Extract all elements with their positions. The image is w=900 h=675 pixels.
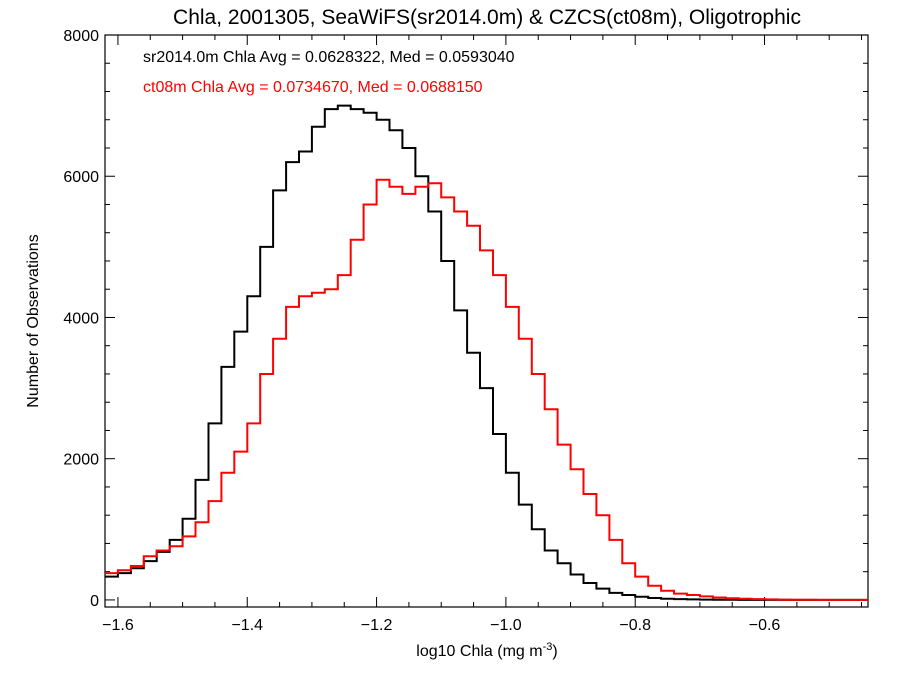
series-line-ct08m bbox=[105, 178, 868, 601]
x-tick-label: −1.4 bbox=[231, 617, 263, 634]
x-axis-ticks: −1.6 −1.4 −1.2 −1.0 −0.8 −0.6 bbox=[102, 35, 863, 634]
x-axis-label-end: ) bbox=[552, 643, 557, 660]
chart-title: Chla, 2001305, SeaWiFS(sr2014.0m) & CZCS… bbox=[173, 6, 801, 29]
y-axis-ticks: 0 2000 4000 6000 8000 bbox=[63, 28, 868, 610]
x-tick-label: −0.8 bbox=[619, 617, 651, 634]
y-tick-label: 4000 bbox=[63, 310, 99, 327]
y-tick-label: 6000 bbox=[63, 169, 99, 186]
y-tick-label: 8000 bbox=[63, 28, 99, 45]
series-annotation-ct08m: ct08m Chla Avg = 0.0734670, Med = 0.0688… bbox=[143, 79, 483, 96]
y-tick-label: 0 bbox=[90, 593, 99, 610]
x-tick-label: −1.6 bbox=[102, 617, 134, 634]
y-tick-label: 2000 bbox=[63, 452, 99, 469]
x-axis-label-superscript: -3 bbox=[543, 641, 553, 653]
y-axis-label: Number of Observations bbox=[25, 234, 42, 407]
x-tick-label: −1.0 bbox=[490, 617, 522, 634]
plot-frame bbox=[104, 34, 869, 608]
series-layer bbox=[105, 104, 868, 601]
x-axis-label: log10 Chla (mg m-3) bbox=[416, 641, 557, 660]
plot-border bbox=[104, 34, 869, 608]
x-tick-label: −1.2 bbox=[361, 617, 393, 634]
series-line-sr2014.0m bbox=[105, 104, 868, 601]
x-tick-label: −0.6 bbox=[749, 617, 781, 634]
x-axis-label-main: log10 Chla (mg m bbox=[416, 643, 542, 660]
series-annotation-sr2014: sr2014.0m Chla Avg = 0.0628322, Med = 0.… bbox=[143, 49, 515, 66]
